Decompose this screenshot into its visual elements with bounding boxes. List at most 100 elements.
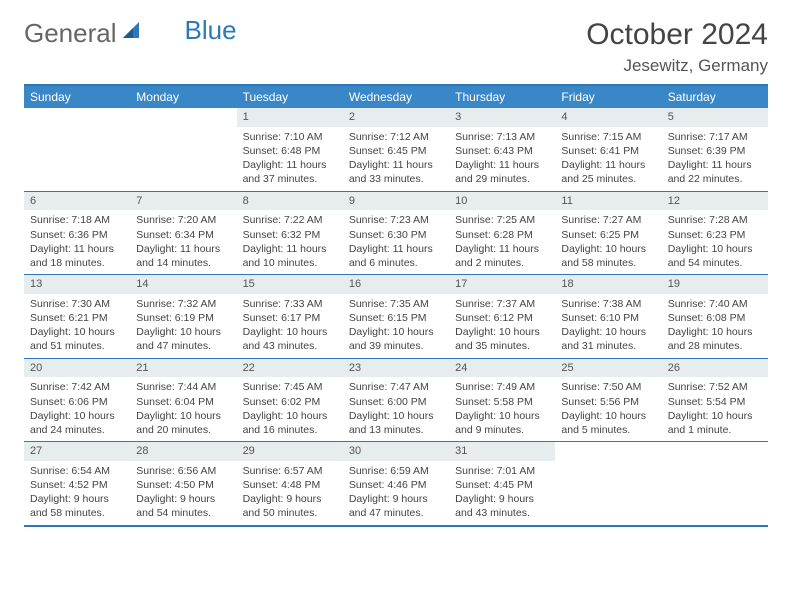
sunrise-text: Sunrise: 6:59 AM — [349, 464, 443, 478]
daylight-text: Daylight: 9 hours and 58 minutes. — [30, 492, 124, 520]
day-number: 12 — [662, 192, 768, 211]
sunset-text: Sunset: 6:10 PM — [561, 311, 655, 325]
day-number — [662, 442, 768, 461]
day-details: Sunrise: 7:42 AMSunset: 6:06 PMDaylight:… — [24, 377, 130, 441]
day-number: 3 — [449, 108, 555, 127]
daylight-text: Daylight: 10 hours and 24 minutes. — [30, 409, 124, 437]
daylight-text: Daylight: 11 hours and 37 minutes. — [243, 158, 337, 186]
dow-thursday: Thursday — [449, 86, 555, 108]
title-block: October 2024 Jesewitz, Germany — [586, 18, 768, 76]
header: General Blue October 2024 Jesewitz, Germ… — [24, 18, 768, 76]
daylight-text: Daylight: 10 hours and 39 minutes. — [349, 325, 443, 353]
daylight-text: Daylight: 10 hours and 13 minutes. — [349, 409, 443, 437]
day-details: Sunrise: 7:20 AMSunset: 6:34 PMDaylight:… — [130, 210, 236, 274]
day-number: 4 — [555, 108, 661, 127]
day-cell: 31Sunrise: 7:01 AMSunset: 4:45 PMDayligh… — [449, 442, 555, 525]
day-number: 23 — [343, 359, 449, 378]
sunrise-text: Sunrise: 6:56 AM — [136, 464, 230, 478]
sunrise-text: Sunrise: 7:52 AM — [668, 380, 762, 394]
sunset-text: Sunset: 6:34 PM — [136, 228, 230, 242]
sunset-text: Sunset: 6:39 PM — [668, 144, 762, 158]
daylight-text: Daylight: 10 hours and 9 minutes. — [455, 409, 549, 437]
day-cell: 5Sunrise: 7:17 AMSunset: 6:39 PMDaylight… — [662, 108, 768, 191]
sunrise-text: Sunrise: 7:35 AM — [349, 297, 443, 311]
day-cell: 25Sunrise: 7:50 AMSunset: 5:56 PMDayligh… — [555, 359, 661, 442]
day-cell: 7Sunrise: 7:20 AMSunset: 6:34 PMDaylight… — [130, 192, 236, 275]
sunrise-text: Sunrise: 7:23 AM — [349, 213, 443, 227]
day-cell: 6Sunrise: 7:18 AMSunset: 6:36 PMDaylight… — [24, 192, 130, 275]
day-details: Sunrise: 6:57 AMSunset: 4:48 PMDaylight:… — [237, 461, 343, 525]
day-details: Sunrise: 7:47 AMSunset: 6:00 PMDaylight:… — [343, 377, 449, 441]
day-number: 17 — [449, 275, 555, 294]
sunrise-text: Sunrise: 7:33 AM — [243, 297, 337, 311]
day-cell: 16 Sunrise: 7:35 AMSunset: 6:15 PMDayligh… — [343, 275, 449, 358]
day-details: Sunrise: 7:22 AMSunset: 6:32 PMDaylight:… — [237, 210, 343, 274]
day-cell: 2Sunrise: 7:12 AMSunset: 6:45 PMDaylight… — [343, 108, 449, 191]
sunset-text: Sunset: 6:43 PM — [455, 144, 549, 158]
daylight-text: Daylight: 10 hours and 58 minutes. — [561, 242, 655, 270]
day-details: Sunrise: 7:32 AMSunset: 6:19 PMDaylight:… — [130, 294, 236, 358]
day-details: Sunrise: 7:40 AMSunset: 6:08 PMDaylight:… — [662, 294, 768, 358]
day-cell: 14Sunrise: 7:32 AMSunset: 6:19 PMDayligh… — [130, 275, 236, 358]
day-cell: 17Sunrise: 7:37 AMSunset: 6:12 PMDayligh… — [449, 275, 555, 358]
month-title: October 2024 — [586, 18, 768, 52]
sunrise-text: Sunrise: 7:47 AM — [349, 380, 443, 394]
sunset-text: Sunset: 6:15 PM — [349, 311, 443, 325]
day-cell: 12Sunrise: 7:28 AMSunset: 6:23 PMDayligh… — [662, 192, 768, 275]
week-row: 13Sunrise: 7:30 AMSunset: 6:21 PMDayligh… — [24, 274, 768, 358]
day-number — [24, 108, 130, 127]
daylight-text: Daylight: 9 hours and 50 minutes. — [243, 492, 337, 520]
day-cell: 1Sunrise: 7:10 AMSunset: 6:48 PMDaylight… — [237, 108, 343, 191]
sunset-text: Sunset: 6:12 PM — [455, 311, 549, 325]
sunset-text: Sunset: 6:00 PM — [349, 395, 443, 409]
sunrise-text: Sunrise: 7:30 AM — [30, 297, 124, 311]
daylight-text: Daylight: 10 hours and 31 minutes. — [561, 325, 655, 353]
logo-sail-icon — [121, 18, 143, 49]
daylight-text: Daylight: 11 hours and 22 minutes. — [668, 158, 762, 186]
daylight-text: Daylight: 10 hours and 35 minutes. — [455, 325, 549, 353]
day-of-week-header: SundayMondayTuesdayWednesdayThursdayFrid… — [24, 86, 768, 108]
sunrise-text: Sunrise: 7:45 AM — [243, 380, 337, 394]
day-number: 9 — [343, 192, 449, 211]
sunset-text: Sunset: 5:54 PM — [668, 395, 762, 409]
sunrise-text: Sunrise: 6:57 AM — [243, 464, 337, 478]
week-row: 20Sunrise: 7:42 AMSunset: 6:06 PMDayligh… — [24, 358, 768, 442]
dow-tuesday: Tuesday — [237, 86, 343, 108]
sunset-text: Sunset: 6:25 PM — [561, 228, 655, 242]
day-number: 8 — [237, 192, 343, 211]
daylight-text: Daylight: 9 hours and 47 minutes. — [349, 492, 443, 520]
day-details: Sunrise: 6:59 AMSunset: 4:46 PMDaylight:… — [343, 461, 449, 525]
day-number: 10 — [449, 192, 555, 211]
dow-saturday: Saturday — [662, 86, 768, 108]
day-cell: 19Sunrise: 7:40 AMSunset: 6:08 PMDayligh… — [662, 275, 768, 358]
day-number — [130, 108, 236, 127]
weeks-container: 1Sunrise: 7:10 AMSunset: 6:48 PMDaylight… — [24, 108, 768, 525]
sunrise-text: Sunrise: 7:32 AM — [136, 297, 230, 311]
empty-cell — [555, 442, 661, 525]
day-number: 30 — [343, 442, 449, 461]
week-row: 27Sunrise: 6:54 AMSunset: 4:52 PMDayligh… — [24, 441, 768, 525]
sunrise-text: Sunrise: 7:17 AM — [668, 130, 762, 144]
sunrise-text: Sunrise: 7:15 AM — [561, 130, 655, 144]
day-details: Sunrise: 7:38 AMSunset: 6:10 PMDaylight:… — [555, 294, 661, 358]
day-details: Sunrise: 7:52 AMSunset: 5:54 PMDaylight:… — [662, 377, 768, 441]
sunset-text: Sunset: 6:48 PM — [243, 144, 337, 158]
sunrise-text: Sunrise: 6:54 AM — [30, 464, 124, 478]
day-number: 28 — [130, 442, 236, 461]
sunset-text: Sunset: 6:17 PM — [243, 311, 337, 325]
daylight-text: Daylight: 10 hours and 16 minutes. — [243, 409, 337, 437]
day-cell: 24Sunrise: 7:49 AMSunset: 5:58 PMDayligh… — [449, 359, 555, 442]
sunrise-text: Sunrise: 7:27 AM — [561, 213, 655, 227]
day-details: Sunrise: 7:33 AMSunset: 6:17 PMDaylight:… — [237, 294, 343, 358]
day-cell: 27Sunrise: 6:54 AMSunset: 4:52 PMDayligh… — [24, 442, 130, 525]
sunset-text: Sunset: 6:28 PM — [455, 228, 549, 242]
day-details: Sunrise: 7:01 AMSunset: 4:45 PMDaylight:… — [449, 461, 555, 525]
day-number: 31 — [449, 442, 555, 461]
day-details: Sunrise: 7:15 AMSunset: 6:41 PMDaylight:… — [555, 127, 661, 191]
sunrise-text: Sunrise: 7:28 AM — [668, 213, 762, 227]
day-details: Sunrise: 7:17 AMSunset: 6:39 PMDaylight:… — [662, 127, 768, 191]
day-number: 16 — [343, 275, 449, 294]
dow-sunday: Sunday — [24, 86, 130, 108]
day-number: 15 — [237, 275, 343, 294]
day-details: Sunrise: 7:10 AMSunset: 6:48 PMDaylight:… — [237, 127, 343, 191]
